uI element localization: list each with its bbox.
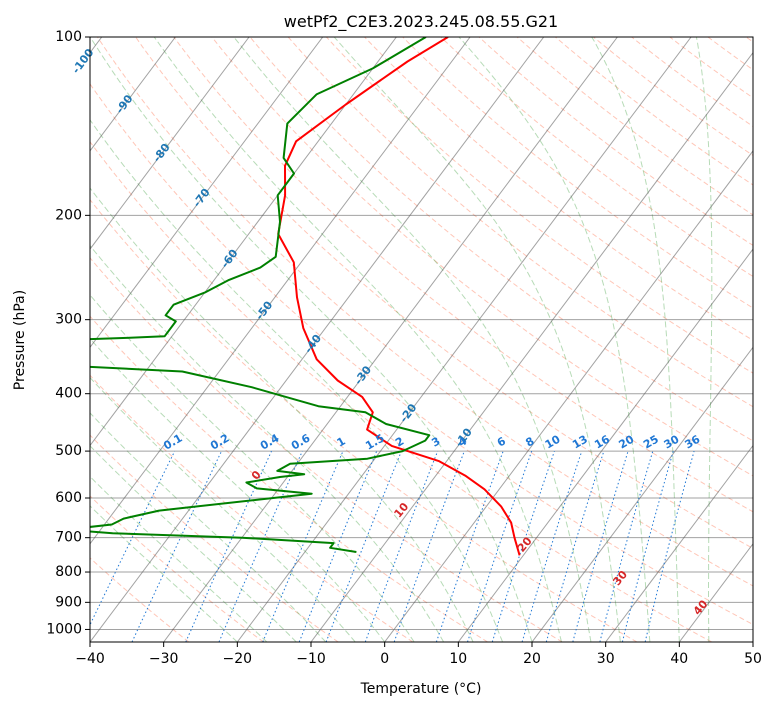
moist-adiabat-line	[90, 37, 533, 642]
y-tick-label: 1000	[46, 621, 82, 637]
y-tick-label: 100	[55, 29, 82, 45]
plot-background	[90, 37, 753, 642]
moist-adiabat-line	[90, 187, 474, 642]
dry-adiabat-line	[90, 198, 638, 642]
isotherm-line	[457, 248, 753, 642]
dry-adiabat-line	[478, 37, 753, 246]
moist-adiabat-line	[90, 337, 386, 642]
mixing-ratio-line	[393, 450, 465, 642]
dewpoint-line	[90, 37, 431, 553]
mixing-ratio-line	[90, 450, 176, 626]
mixing-ratio-line	[491, 450, 555, 642]
x-tick-label: 10	[449, 651, 467, 667]
line-labels: -100-90-80-70-60-50-40-30-20-100.1 0.2 0.4…	[70, 46, 711, 618]
dry-adiabat-line	[325, 37, 753, 374]
mixing-ratio-line	[185, 450, 272, 642]
sounding-lines	[90, 37, 521, 556]
isotherm-line	[90, 37, 250, 250]
x-tick-label: 50	[744, 651, 762, 667]
y-tick-label: 300	[55, 312, 82, 328]
y-tick-label: 200	[55, 207, 82, 223]
dry-adiabat-line	[90, 83, 753, 626]
dry-adiabat-line	[90, 315, 488, 642]
isotherm-line	[90, 37, 176, 152]
mixing-ratio-line	[621, 450, 674, 642]
mixing-ratio-line	[599, 450, 654, 642]
isotherm-line	[531, 346, 753, 642]
x-tick-label: 20	[523, 651, 541, 667]
dry-adiabat-line	[90, 141, 712, 642]
x-tick-label: 0	[380, 651, 389, 667]
dry-adiabat-line	[135, 37, 753, 550]
moist-adiabat-line	[90, 119, 503, 642]
isotherm-line	[90, 37, 545, 642]
x-tick-label: 30	[597, 651, 615, 667]
isotherm-line	[90, 37, 471, 545]
x-axis-label: Temperature (°C)	[360, 681, 482, 697]
dry-adiabat-line	[440, 37, 753, 278]
mixing-ratio-line	[325, 450, 402, 642]
y-tick-label: 600	[55, 490, 82, 506]
mixing-ratio-line	[262, 450, 344, 642]
y-tick-label: 900	[55, 594, 82, 610]
isotherm-line	[605, 444, 753, 642]
moist-adiabat-line	[153, 37, 562, 642]
temperature-line	[277, 37, 521, 556]
y-tick-label: 500	[55, 443, 82, 459]
background-lines	[90, 37, 753, 642]
x-tick-label: 40	[670, 651, 688, 667]
moist-adiabat-line	[90, 475, 268, 642]
isotherm-line	[90, 37, 397, 447]
y-tick-label: 700	[55, 530, 82, 546]
x-tick-label: −40	[75, 651, 105, 667]
y-tick-label: 800	[55, 564, 82, 580]
moist-adiabat-line	[695, 37, 713, 642]
moist-adiabat-line	[90, 445, 297, 642]
dry-adiabat-line	[249, 37, 753, 442]
dry-adiabat-line	[402, 37, 753, 309]
moist-adiabat-line	[90, 376, 356, 642]
moist-adiabat-line	[458, 37, 651, 642]
x-tick-label: −20	[223, 651, 253, 667]
mixing-ratio-line	[545, 450, 605, 642]
isotherm-line	[752, 641, 753, 642]
moist-adiabat-line	[90, 244, 445, 642]
mixing-ratio-line	[435, 450, 504, 642]
mixing-ratio-line	[218, 450, 303, 642]
moist-adiabat-line	[591, 37, 680, 642]
dry-adiabat-line	[593, 37, 753, 157]
dry-adiabat-line	[516, 37, 753, 216]
isotherm-line	[163, 37, 618, 642]
moist-adiabat-line	[90, 412, 327, 642]
mixing-ratio-line	[364, 450, 439, 642]
mixing-ratio-line	[298, 450, 378, 642]
dry-adiabat-line	[211, 37, 753, 477]
y-axis-label: Pressure (hPa)	[12, 290, 28, 390]
plot-frame	[89, 36, 754, 643]
chart-title: wetPf2_C2E3.2023.245.08.55.G21	[284, 12, 558, 32]
mixing-ratio-line	[467, 450, 533, 642]
dry-adiabat-line	[173, 37, 753, 513]
y-tick-label: 400	[55, 386, 82, 402]
dry-adiabat-line	[90, 434, 339, 642]
mixing-ratio-line	[572, 450, 629, 642]
isotherm-line	[310, 51, 753, 642]
x-tick-label: −30	[149, 651, 179, 667]
dry-adiabat-line	[90, 495, 264, 642]
isotherm-line	[384, 150, 753, 642]
dry-adiabat-line	[96, 37, 753, 587]
mixing-ratio-line	[521, 450, 583, 642]
dry-adiabat-line	[287, 37, 753, 408]
dry-adiabat-line	[364, 37, 753, 341]
mixing-ratio-line	[644, 450, 695, 642]
moist-adiabat-line	[333, 37, 621, 642]
x-tick-label: −10	[296, 651, 326, 667]
